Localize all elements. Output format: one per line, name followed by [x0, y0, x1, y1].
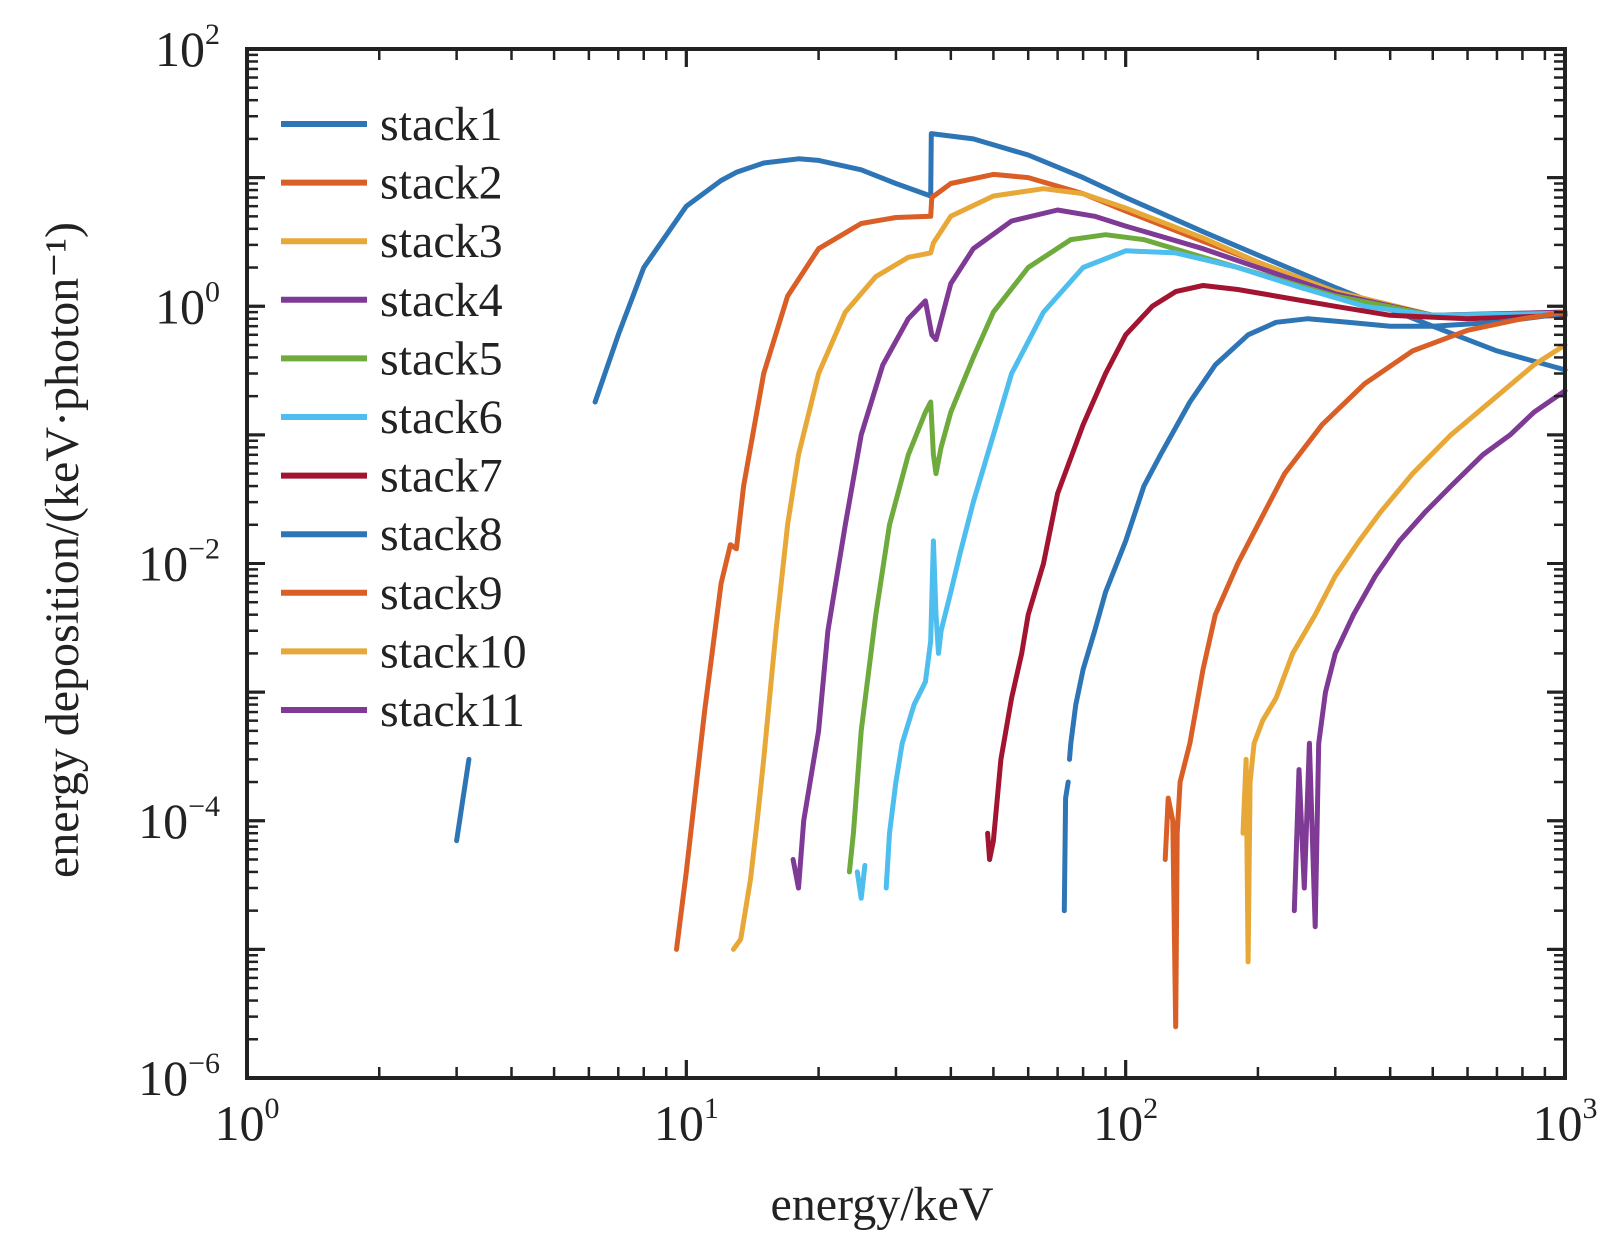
series-stack10	[1240, 342, 1568, 965]
legend-item-stack7: stack7	[281, 450, 503, 503]
legend-item-stack6: stack6	[281, 391, 503, 444]
legend-item-stack1: stack1	[281, 98, 503, 151]
series-line-stack3-0	[730, 186, 1568, 952]
series-line-stack11-0	[1291, 388, 1568, 930]
y-tick-label: 100	[155, 275, 220, 334]
series-stack5	[846, 232, 1568, 875]
legend-item-stack5: stack5	[281, 332, 503, 385]
series-stack6	[854, 248, 1568, 901]
series-stack9	[1162, 309, 1568, 1030]
legend-item-stack9: stack9	[281, 567, 503, 620]
series-stack7	[985, 283, 1568, 862]
series-line-stack7-0	[985, 283, 1568, 862]
x-axis-label: energy/keV	[770, 1178, 993, 1231]
legend-item-stack11: stack11	[281, 684, 525, 737]
series-stack8	[1061, 310, 1568, 914]
series-stack4	[790, 207, 1568, 891]
y-tick-label: 102	[155, 18, 220, 77]
series-line-stack2-0	[674, 171, 1568, 952]
series-layer	[454, 131, 1568, 1030]
x-tick-label: 100	[215, 1092, 280, 1151]
legend-item-stack10: stack10	[281, 625, 527, 678]
legend-item-stack2: stack2	[281, 157, 503, 210]
y-tick-label: 10−4	[138, 790, 220, 849]
series-stack3	[730, 186, 1568, 952]
y-tick-label: 10−2	[138, 533, 220, 592]
legend-label: stack8	[380, 508, 503, 561]
legend-label: stack6	[380, 391, 503, 444]
legend-label: stack4	[380, 274, 503, 327]
series-stack11	[1291, 388, 1568, 930]
series-line-stack8-1	[1067, 310, 1568, 762]
series-line-stack8-0	[1061, 779, 1071, 914]
y-tick-label: 10−6	[138, 1047, 220, 1106]
legend-item-stack3: stack3	[281, 215, 503, 268]
y-axis-label: energy deposition/(keV·photon⁻¹)	[36, 222, 89, 878]
series-line-stack10-0	[1240, 342, 1568, 965]
x-tick-label: 103	[1533, 1092, 1598, 1151]
series-line-stack1-0	[454, 756, 472, 844]
legend-item-stack8: stack8	[281, 508, 503, 561]
legend-label: stack7	[380, 450, 503, 503]
legend-label: stack1	[380, 98, 503, 151]
series-stack2	[674, 171, 1568, 952]
x-tick-label: 102	[1093, 1092, 1158, 1151]
legend-item-stack4: stack4	[281, 274, 503, 327]
legend-label: stack3	[380, 215, 503, 268]
axes-layer: 100 101 102 103 10−6 10−4 10−2 100 102	[138, 18, 1597, 1151]
series-line-stack6-1	[883, 248, 1568, 891]
series-line-stack9-0	[1162, 309, 1568, 1030]
legend-label: stack5	[380, 332, 503, 385]
series-line-stack4-0	[790, 207, 1568, 891]
legend-label: stack10	[380, 625, 527, 678]
series-line-stack5-0	[846, 232, 1568, 875]
legend-label: stack2	[380, 157, 503, 210]
legend-label: stack11	[380, 684, 525, 737]
legend-label: stack9	[380, 567, 503, 620]
x-tick-label: 101	[654, 1092, 719, 1151]
series-line-stack6-0	[854, 862, 868, 901]
